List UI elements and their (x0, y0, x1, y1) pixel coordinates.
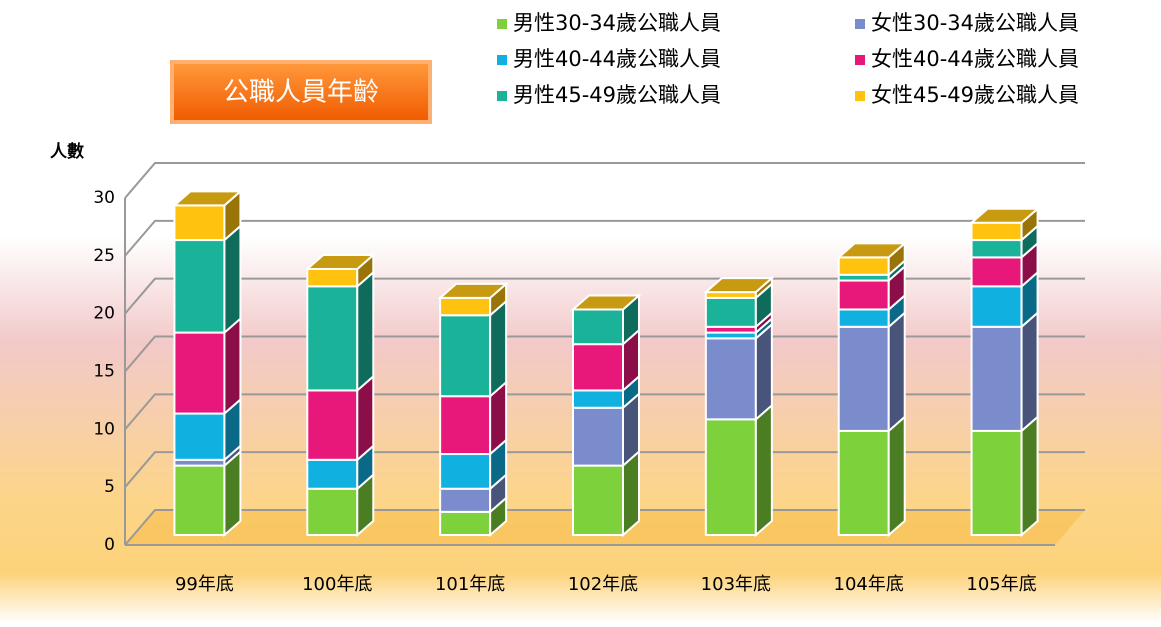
y-tick-label: 5 (104, 477, 115, 497)
bar-segment (970, 325, 1023, 432)
bar-side (754, 322, 773, 422)
bar-side (223, 316, 242, 416)
bar-segment (439, 314, 492, 398)
bar-segment (837, 325, 890, 432)
y-tick-label: 30 (93, 188, 115, 208)
bar-segment (970, 221, 1023, 242)
bar-side (754, 403, 773, 538)
bar-side (887, 414, 906, 538)
grid-line (124, 335, 1085, 373)
legend-label: 女性45-49歲公職人員 (871, 83, 1079, 107)
bar-segment (173, 331, 226, 415)
bar-segment (970, 239, 1023, 259)
bar-segment (837, 279, 890, 311)
bar-side (356, 270, 375, 393)
bar-segment (572, 406, 624, 467)
bar-top (304, 253, 376, 270)
grid-line (124, 162, 1085, 199)
bar-segment (306, 267, 359, 288)
x-tick-label: 104年底 (834, 574, 904, 595)
x-tick-label: 103年底 (701, 574, 771, 595)
bar-segment (439, 296, 492, 317)
bar-segment (306, 487, 359, 537)
y-tick-label: 25 (93, 246, 115, 266)
y-tick-label: 10 (93, 419, 115, 439)
y-tick-label: 0 (104, 535, 115, 555)
legend-swatch (497, 55, 507, 65)
legend-label: 女性40-44歲公職人員 (871, 47, 1079, 71)
bar-segment (306, 285, 359, 392)
legend-swatch (855, 91, 865, 101)
bar-segment (704, 337, 757, 421)
legend-label: 女性30-34歲公職人員 (871, 11, 1079, 35)
legend-label: 男性40-44歲公職人員 (513, 47, 721, 71)
title-box (170, 60, 432, 124)
legend-swatch (497, 91, 507, 101)
bar-side (223, 223, 242, 335)
bar-segment (837, 256, 890, 276)
bar-segment (572, 389, 624, 409)
bar-segment (970, 285, 1023, 328)
bar-segment (572, 343, 624, 392)
bar-side (887, 310, 906, 434)
y-tick-label: 15 (93, 362, 115, 382)
bar-side (1020, 414, 1039, 538)
bar-segment (704, 296, 757, 328)
bar-segment (572, 308, 624, 346)
legend-swatch (497, 19, 507, 29)
legend-swatch (855, 19, 865, 29)
legend-label: 男性30-34歲公職人員 (513, 11, 721, 35)
bar-segment (439, 510, 492, 537)
bar-segment (173, 204, 226, 242)
grid-line (124, 277, 1085, 315)
bar-segment (572, 464, 624, 537)
x-tick-label: 99年底 (175, 574, 234, 595)
grid-line (124, 219, 1085, 257)
bar-segment (439, 453, 492, 490)
bar-side (1020, 310, 1039, 434)
bar-segment (173, 239, 226, 334)
bar-segment (970, 256, 1023, 288)
y-tick-label: 20 (93, 304, 115, 324)
legend-label: 男性45-49歲公職人員 (513, 83, 721, 107)
bar-segment (704, 418, 757, 537)
bar-top (570, 294, 642, 311)
bar-side (489, 299, 508, 399)
grid-line (124, 451, 1085, 488)
chart-title: 公職人員年齡 (223, 78, 379, 108)
bar-top (437, 282, 509, 299)
x-tick-label: 101年底 (435, 574, 505, 595)
bar-top (968, 207, 1041, 224)
bar-segment (439, 395, 492, 456)
legend-swatch (855, 55, 865, 65)
bar-segment (837, 308, 890, 328)
grid-line (124, 509, 1085, 546)
bar-segment (306, 458, 359, 490)
x-tick-label: 102年底 (568, 574, 638, 595)
bar-segment (439, 487, 492, 513)
x-tick-label: 100年底 (302, 574, 372, 595)
bar-segment (970, 429, 1023, 536)
y-axis-label: 人數 (50, 141, 84, 162)
bar-top (703, 277, 775, 294)
bar-segment (306, 389, 359, 461)
bar-segment (837, 429, 890, 536)
bar-segment (173, 412, 226, 461)
bar-top (171, 190, 244, 207)
bar-segment (173, 464, 226, 537)
x-tick-label: 105年底 (966, 574, 1036, 595)
bar-top (836, 242, 908, 259)
grid-line (124, 393, 1085, 430)
